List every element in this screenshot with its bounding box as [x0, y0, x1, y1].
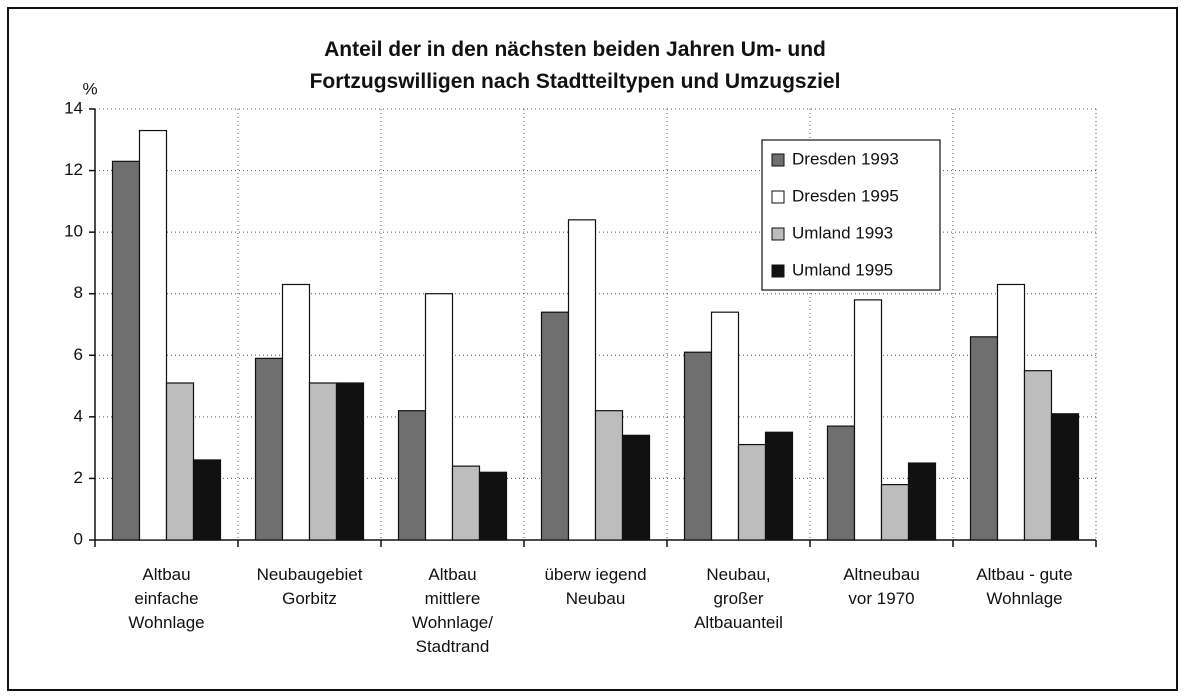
chart-title: Anteil der in den nächsten beiden Jahren…	[310, 38, 841, 93]
bar	[826, 425, 856, 541]
bar	[1050, 413, 1080, 541]
bar	[192, 459, 222, 541]
bar	[907, 462, 937, 541]
bar	[853, 299, 883, 541]
legend-swatch	[771, 190, 785, 204]
bar	[996, 283, 1026, 541]
legend-label: Dresden 1995	[792, 186, 899, 205]
y-tick-label: 0	[74, 529, 83, 548]
bar	[737, 443, 767, 541]
y-tick-label: 10	[64, 222, 83, 241]
y-tick-label: 8	[74, 283, 83, 302]
x-tick-label: Altbau - gute Wohnlage	[976, 565, 1072, 608]
y-axis-label: %	[82, 79, 97, 98]
legend-label: Umland 1995	[792, 260, 893, 279]
bar	[621, 434, 651, 541]
bar	[567, 219, 597, 541]
bar	[1023, 370, 1053, 541]
bar	[281, 283, 311, 541]
bar	[424, 293, 454, 541]
x-tick-label: Altbau mittlere Wohnlage/Stadtrand	[412, 565, 493, 656]
legend-label: Umland 1993	[792, 223, 893, 242]
x-tick-label: Altbau einfache Wohnlage	[128, 565, 204, 632]
bar	[478, 471, 508, 541]
bar	[540, 311, 570, 541]
bar	[254, 357, 284, 541]
bar	[594, 410, 624, 541]
bar	[165, 382, 195, 541]
y-tick-label: 6	[74, 345, 83, 364]
y-tick-label: 4	[74, 406, 83, 425]
legend-swatch	[771, 227, 785, 241]
y-tick-label: 2	[74, 468, 83, 487]
legend-swatch	[771, 153, 785, 167]
bar	[138, 129, 168, 541]
bar	[764, 431, 794, 541]
x-tick-label: Altneubau vor 1970	[843, 565, 920, 608]
x-tick-label: überw iegend Neubau	[544, 565, 646, 608]
legend-label: Dresden 1993	[792, 149, 899, 168]
x-tick-label: Neubaugebiet Gorbitz	[257, 565, 363, 608]
bar	[308, 382, 338, 541]
bar	[335, 382, 365, 541]
x-tick-label: Neubau, großer Altbauanteil	[694, 565, 783, 632]
y-tick-label: 14	[64, 98, 83, 117]
bar	[880, 483, 910, 541]
bar	[451, 465, 481, 541]
legend-box	[761, 139, 941, 291]
legend-swatch	[771, 264, 785, 278]
y-tick-label: 12	[64, 160, 83, 179]
bar	[969, 336, 999, 541]
bar	[683, 351, 713, 541]
bar	[397, 410, 427, 541]
bar	[111, 160, 141, 541]
bar	[710, 311, 740, 541]
